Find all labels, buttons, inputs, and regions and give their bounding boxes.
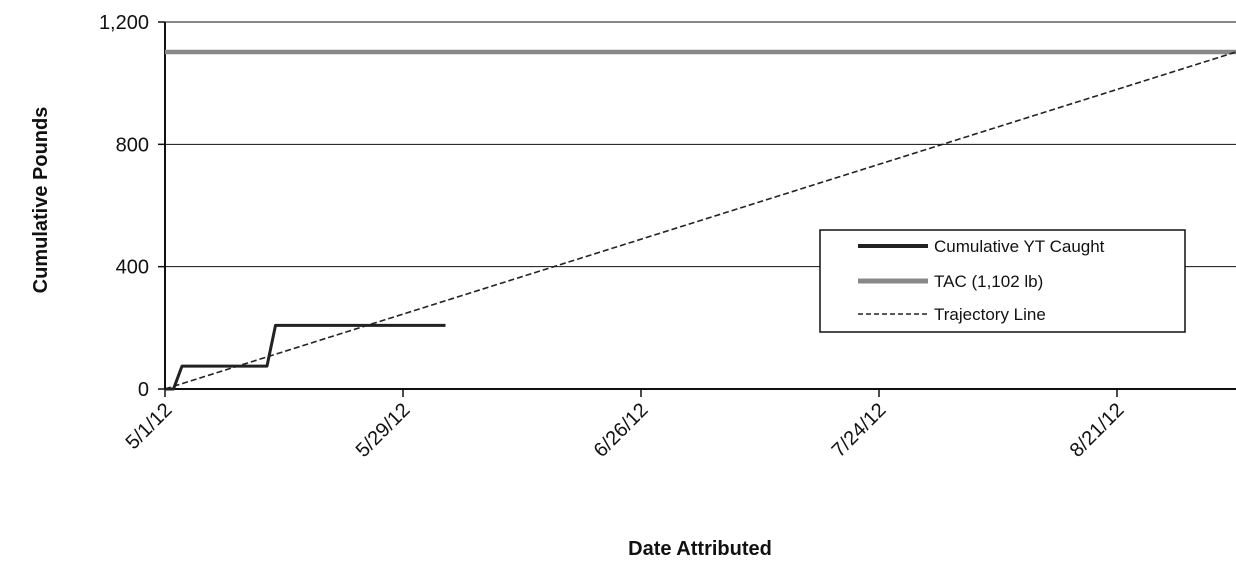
series-cumulative-yt-caught <box>165 323 446 391</box>
x-tick-label: 7/24/12 <box>828 399 891 462</box>
legend-label-trajectory: Trajectory Line <box>934 305 1046 324</box>
y-tick-label: 0 <box>138 379 149 401</box>
legend-label-caught: Cumulative YT Caught <box>934 237 1105 256</box>
y-tick-labels: 0 400 800 1,200 <box>99 12 165 401</box>
x-tick-label: 8/21/12 <box>1066 399 1129 462</box>
x-axis-title: Date Attributed <box>628 538 772 560</box>
y-tick-label: 800 <box>116 134 149 156</box>
y-tick-label: 400 <box>116 257 149 279</box>
x-tick-labels: 5/1/12 5/29/12 6/26/12 7/24/12 8/21/12 <box>122 389 1129 462</box>
series-trajectory-line <box>164 51 1236 390</box>
legend: Cumulative YT Caught TAC (1,102 lb) Traj… <box>819 229 1186 333</box>
y-tick-label: 1,200 <box>99 12 149 34</box>
x-tick-label: 6/26/12 <box>590 399 653 462</box>
y-axis-title: Cumulative Pounds <box>30 107 52 294</box>
series-lines <box>164 49 1236 391</box>
legend-label-tac: TAC (1,102 lb) <box>934 272 1043 291</box>
x-tick-label: 5/29/12 <box>352 399 415 462</box>
axes <box>164 22 1236 390</box>
x-tick-label: 5/1/12 <box>122 399 177 454</box>
